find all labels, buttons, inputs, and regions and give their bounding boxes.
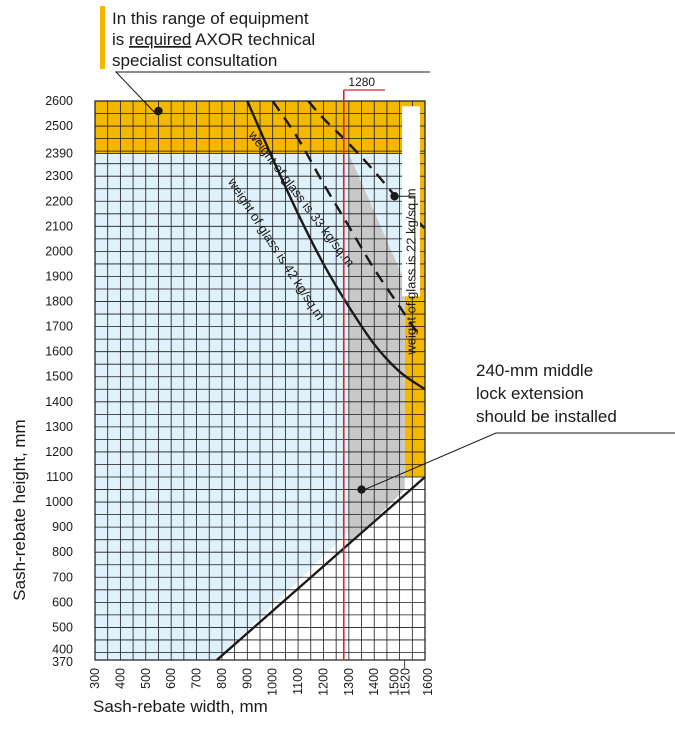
y-tick-label-1900: 1900 [45, 270, 73, 284]
x-tick-label-1200: 1200 [317, 668, 331, 696]
axor-note-line-3: specialist consultation [112, 51, 277, 70]
y-tick-label-1300: 1300 [45, 420, 73, 434]
x-tick-label-900: 900 [240, 668, 254, 689]
y-tick-label-370: 370 [52, 655, 73, 669]
plot-frame [94, 100, 426, 661]
y-tick-label-900: 900 [52, 520, 73, 534]
x-tick-label-600: 600 [164, 668, 178, 689]
axor-note-line-1: In this range of equipment [112, 9, 309, 28]
axor-note-tail: AXOR technical [191, 30, 315, 49]
y-tick-label-600: 600 [52, 595, 73, 609]
y-tick-label-1800: 1800 [45, 295, 73, 309]
y-tick-label-1400: 1400 [45, 395, 73, 409]
axor-note-bar [100, 6, 105, 69]
marker-dot-1 [390, 192, 399, 201]
y-tick-label-2500: 2500 [45, 119, 73, 133]
y-tick-label-1500: 1500 [45, 370, 73, 384]
y-tick-label-800: 800 [52, 545, 73, 559]
series-line-0 [246, 101, 425, 391]
y-tick-label-2200: 2200 [45, 194, 73, 208]
marker-leader-22 [394, 195, 416, 277]
x-tick-label-1600: 1600 [421, 668, 435, 696]
y-tick-label-2100: 2100 [45, 219, 73, 233]
extension-note-line-2: lock extension [476, 384, 584, 403]
region-allowed [95, 153, 405, 660]
y-tick-label-2300: 2300 [45, 169, 73, 183]
y-tick-label-1000: 1000 [45, 495, 73, 509]
y-tick-label-1700: 1700 [45, 320, 73, 334]
y-tick-label-1600: 1600 [45, 345, 73, 359]
y-tick-label-2390: 2390 [45, 147, 73, 161]
extension-note-line-3: should be installed [476, 407, 617, 426]
x-tick-label-400: 400 [113, 668, 127, 689]
y-tick-label-2000: 2000 [45, 244, 73, 258]
y-tick-label-1100: 1100 [46, 470, 73, 484]
x-tick-label-300: 300 [88, 668, 102, 689]
y-tick-label-500: 500 [52, 620, 73, 634]
x-tick-label-500: 500 [139, 668, 153, 689]
x-tick-label-800: 800 [215, 668, 229, 689]
series-line-2 [307, 101, 425, 230]
x-axis-title: Sash-rebate width, mm [93, 697, 268, 716]
series-label-backing [402, 106, 421, 297]
x-tick-label-700: 700 [190, 668, 204, 689]
marker-dot-0 [154, 106, 163, 116]
series-line-1 [271, 101, 421, 338]
y-tick-label-700: 700 [52, 570, 73, 584]
axor-note-required: required [129, 30, 191, 49]
extension-note-leader [358, 432, 675, 493]
axor-note-leader [114, 71, 430, 116]
extension-note-line-1: 240-mm middle [476, 361, 593, 380]
axor-note-line-2: is required AXOR technical [112, 30, 315, 49]
y-tick-label-400: 400 [52, 643, 73, 657]
y-tick-label-2600: 2600 [45, 94, 73, 108]
reference-line-label: 1280 [348, 75, 375, 89]
series-label-2: weight of glass is 22 kg/sq.m [404, 188, 419, 355]
axor-note-is: is [112, 30, 129, 49]
y-tick-label-1200: 1200 [45, 445, 73, 459]
x-tick-label-1400: 1400 [367, 668, 381, 696]
x-tick-label-1500: 1500 [388, 668, 402, 696]
x-tick-label-1520: 1520 [399, 668, 413, 696]
x-tick-label-1300: 1300 [342, 668, 356, 696]
y-axis-title: Sash-rebate height, mm [10, 419, 29, 600]
x-tick-label-1000: 1000 [266, 668, 280, 696]
boundary-line [216, 476, 426, 661]
x-tick-label-1100: 1100 [291, 668, 305, 695]
